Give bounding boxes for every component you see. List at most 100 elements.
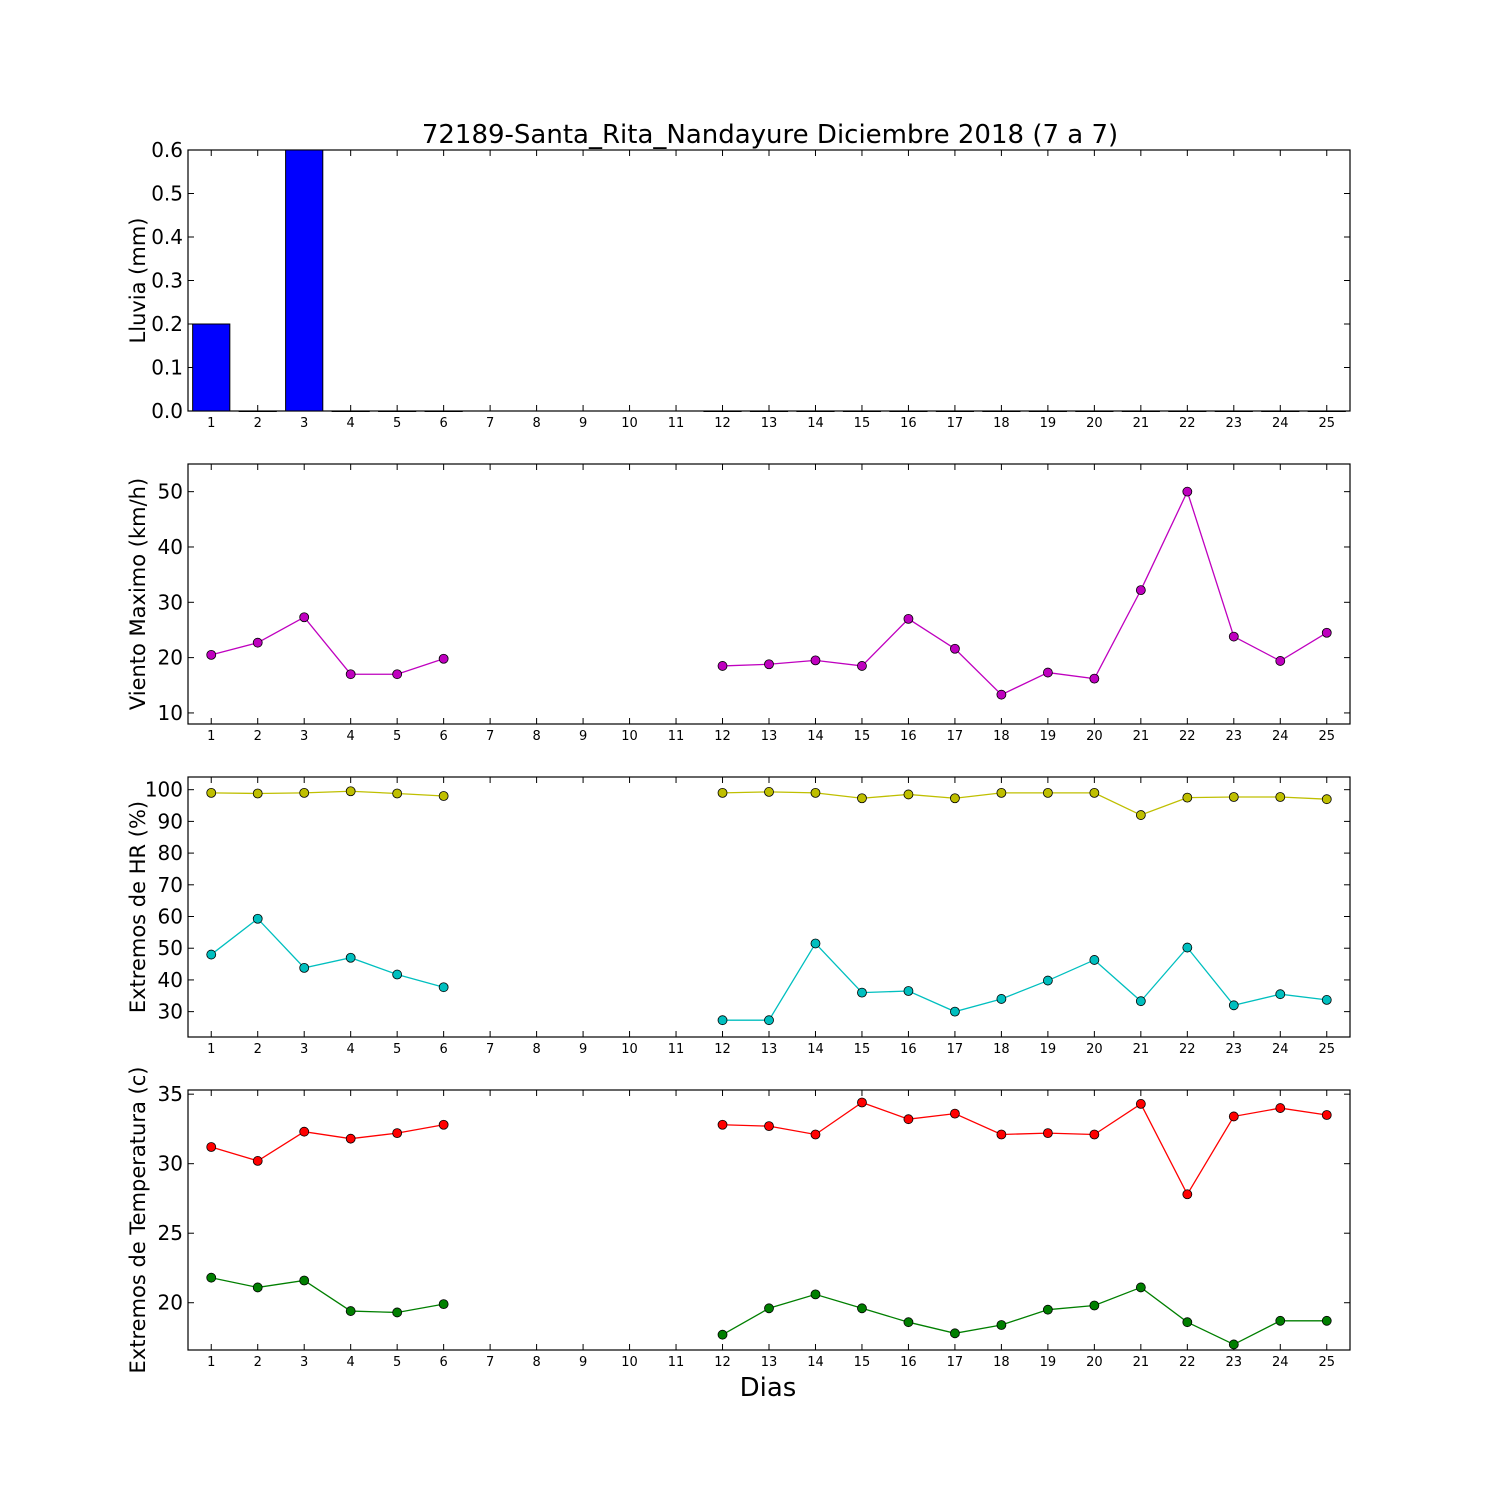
x-tick-label: 1: [207, 729, 215, 744]
temperature-point: [1228, 1339, 1239, 1350]
x-tick-label: 4: [347, 1355, 355, 1370]
temperature-point: [996, 1129, 1007, 1140]
wind-point: [299, 612, 310, 623]
temperature-point: [1321, 1110, 1332, 1120]
temperature-point: [1135, 1282, 1146, 1293]
x-tick-label: 25: [1318, 729, 1335, 744]
temperature-point: [950, 1328, 960, 1339]
humidity-point: [764, 787, 774, 797]
x-tick-label: 2: [254, 729, 262, 744]
x-tick-label: 3: [300, 1042, 308, 1057]
humidity-point: [1135, 810, 1146, 820]
wind-frame: [187, 463, 1351, 725]
y-tick-label: 70: [158, 873, 183, 897]
wind-point: [438, 653, 449, 664]
x-tick-label: 9: [579, 416, 587, 431]
y-tick-label: 50: [158, 480, 183, 504]
x-tick-label: 22: [1179, 416, 1196, 431]
x-tick-label: 21: [1133, 1355, 1150, 1370]
temperature-point: [438, 1299, 449, 1310]
x-tick-label: 7: [486, 1355, 494, 1370]
x-tick-label: 4: [347, 416, 355, 431]
wind-point: [1321, 627, 1332, 638]
humidity-point: [1182, 942, 1193, 953]
x-tick-label: 22: [1179, 1042, 1196, 1057]
x-tick-label: 16: [900, 1042, 917, 1057]
x-tick-label: 5: [393, 729, 401, 744]
temperature-point: [299, 1275, 310, 1286]
x-tick-label: 12: [714, 729, 731, 744]
x-tick-label: 6: [439, 1042, 447, 1057]
humidity-point: [392, 969, 403, 980]
wind-point: [392, 669, 403, 680]
x-tick-label: 19: [1040, 416, 1057, 431]
humidity-point: [299, 962, 310, 973]
rain-y-axis-label: Lluvia (mm): [126, 218, 150, 344]
y-tick-label: 0.5: [151, 182, 183, 206]
humidity-series-1-line: [210, 917, 444, 988]
temperature-point: [857, 1097, 867, 1108]
x-tick-label: 1: [207, 1042, 215, 1057]
x-tick-label: 14: [807, 1042, 824, 1057]
x-tick-label: 8: [532, 1355, 540, 1370]
wind-point: [1228, 631, 1239, 642]
x-tick-label: 1: [207, 416, 215, 431]
x-tick-label: 2: [254, 416, 262, 431]
x-tick-label: 17: [947, 1042, 964, 1057]
y-tick-label: 60: [158, 905, 183, 929]
x-tick-label: 3: [300, 1355, 308, 1370]
bar: [331, 410, 370, 412]
x-tick-label: 13: [761, 416, 778, 431]
wind-point: [345, 669, 356, 680]
x-tick-label: 7: [486, 416, 494, 431]
humidity-point: [1135, 996, 1146, 1007]
humidity-point: [903, 789, 914, 800]
x-tick-label: 14: [807, 729, 824, 744]
humidity-point: [950, 1006, 960, 1017]
humidity-point: [206, 787, 217, 798]
wind-point: [857, 661, 867, 671]
x-tick-label: 22: [1179, 729, 1196, 744]
wind-series-0-line: [722, 489, 1328, 696]
bar: [889, 410, 928, 412]
x-tick-label: 22: [1179, 1355, 1196, 1370]
bar: [1121, 410, 1160, 412]
humidity-point: [345, 952, 356, 963]
temperature-series-1-line: [722, 1286, 1327, 1346]
x-tick-label: 23: [1226, 1355, 1243, 1370]
humidity-point: [950, 793, 960, 804]
bar: [749, 410, 789, 412]
y-tick-label: 20: [158, 1291, 183, 1315]
x-tick-label: 18: [993, 416, 1010, 431]
temperature-point: [299, 1126, 310, 1137]
temperature-series-0-line: [722, 1101, 1327, 1196]
x-tick-label: 3: [300, 729, 308, 744]
x-tick-label: 14: [807, 416, 824, 431]
y-tick-label: 0.6: [151, 138, 183, 162]
wind-point: [1089, 673, 1100, 684]
x-tick-label: 8: [532, 416, 540, 431]
x-tick-label: 6: [439, 416, 447, 431]
x-tick-label: 17: [947, 729, 964, 744]
y-tick-label: 30: [158, 590, 183, 614]
bar: [1168, 410, 1207, 412]
x-tick-label: 9: [579, 729, 587, 744]
x-tick-label: 20: [1086, 1355, 1103, 1370]
x-tick-label: 3: [300, 416, 308, 431]
x-tick-label: 15: [854, 729, 871, 744]
x-tick-label: 17: [947, 1355, 964, 1370]
x-tick-label: 25: [1318, 1355, 1335, 1370]
wind-point: [810, 655, 821, 666]
rain-panel: 0.00.10.20.30.40.50.61 2 3 4 5 6 7 8 9 10 11 12 13 14…: [126, 138, 1351, 431]
temperature-point: [717, 1119, 728, 1130]
bar: [1075, 410, 1114, 412]
temperature-point: [1089, 1300, 1100, 1311]
x-tick-label: 16: [900, 1355, 917, 1370]
wind-point: [1135, 585, 1146, 596]
temperature-point: [717, 1329, 728, 1340]
x-tick-label: 16: [900, 416, 917, 431]
x-tick-label: 12: [714, 416, 731, 431]
temperature-point: [345, 1133, 356, 1144]
humidity-point: [857, 793, 867, 804]
